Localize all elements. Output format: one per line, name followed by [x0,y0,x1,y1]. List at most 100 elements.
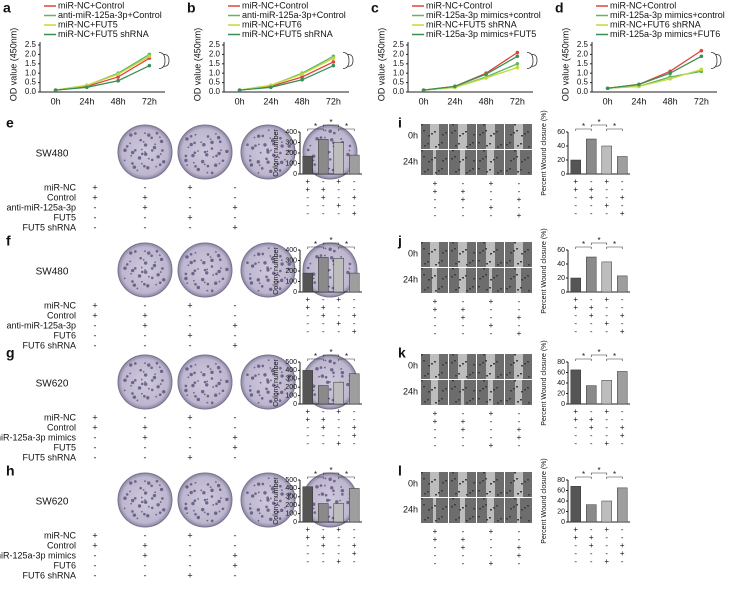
colony [221,507,225,511]
y-tick-label: 1.5 [25,59,37,68]
sign: + [517,433,522,442]
colony [280,371,283,374]
y-tick-label: 100 [285,160,297,167]
cell-texture [516,130,518,132]
sign: + [573,295,578,304]
sign: - [434,441,437,450]
sign: - [590,439,593,448]
sign: - [462,551,465,560]
cell-texture [445,506,447,508]
sign: + [232,340,237,350]
cell-texture [465,505,467,507]
colony [210,488,214,493]
sign: - [490,425,493,434]
colony [328,397,331,400]
significance-bracket [575,246,592,249]
sign: + [92,530,97,540]
y-tick-label: 1.0 [209,68,221,77]
cell-texture [483,242,485,244]
cell-texture [486,171,488,173]
series-line [423,55,518,91]
colony [319,254,323,257]
sign: + [620,311,625,320]
cell-texture [528,264,530,266]
colony [216,365,221,370]
sign: - [322,177,325,186]
cell-texture [485,360,487,362]
data-point [116,78,120,83]
sign: + [573,525,578,534]
sign: - [353,177,356,186]
colony [276,271,279,274]
sign: - [234,530,237,540]
cell-texture [513,506,515,508]
sign: - [144,300,147,310]
sign: - [590,177,593,186]
y-tick-label: 1.5 [209,59,221,68]
sign: - [590,525,593,534]
sign: - [574,311,577,320]
sign: - [605,415,608,424]
colony [280,374,284,378]
colony [206,483,210,486]
sign: - [574,541,577,550]
cell-texture [435,376,437,378]
bar [302,272,313,293]
y-tick-label: 100 [285,278,297,285]
colony [248,277,252,280]
colony [269,367,272,369]
colony [155,283,158,286]
colony [313,393,317,396]
cell-texture [524,363,526,365]
sign: + [142,310,147,320]
significance-label: * [329,466,332,475]
sign: + [187,330,192,340]
y-tick-label: 0 [561,171,565,178]
colony [184,502,188,506]
cell-texture [521,161,523,163]
y-tick-label: 400 [285,129,297,136]
colony [129,142,132,145]
colony [194,481,197,484]
cell-texture [516,504,518,506]
cell-texture [441,142,443,144]
cell-texture [517,263,519,265]
colony [269,137,272,139]
colony [162,160,166,164]
colony [266,268,270,272]
colony [193,499,197,503]
colony [215,384,218,388]
sign: - [574,319,577,328]
colony [279,254,282,258]
wound-gap [431,380,438,405]
sign: - [462,179,465,188]
y-tick-label: 2.5 [209,40,221,49]
colony [272,260,275,264]
sign: + [573,415,578,424]
wound-gap [515,380,522,405]
sign: - [144,330,147,340]
colony [130,154,132,157]
colony [217,269,221,274]
cell-texture [479,278,481,280]
sign: + [92,412,97,422]
y-tick-label: 100 [285,392,297,399]
data-point [53,88,58,92]
colony [279,151,282,155]
data-point [85,85,89,90]
colony [189,372,193,377]
sign: + [232,560,237,570]
cell-texture [513,276,515,278]
sign: - [234,422,237,432]
cell-texture [506,518,508,520]
colony [210,401,214,405]
cell-texture [514,472,516,474]
colony [146,166,150,170]
cell-texture [458,169,460,171]
legend-label: miR-NC+FUT5 shRNA [426,19,517,29]
x-tick-label: 24h [79,96,94,106]
cell-texture [441,490,443,492]
cell-texture [489,491,491,493]
sign: + [321,185,326,194]
cell-texture [496,387,498,389]
